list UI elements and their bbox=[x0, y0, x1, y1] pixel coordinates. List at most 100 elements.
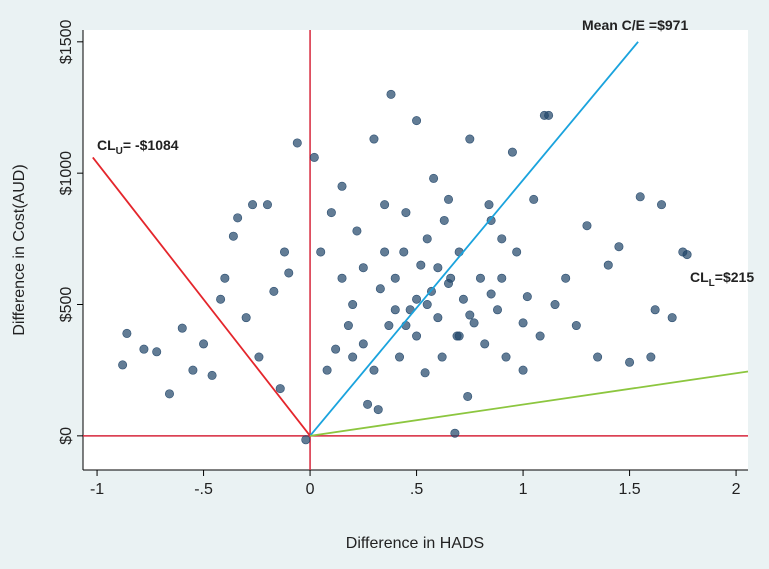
point bbox=[228, 231, 238, 241]
point bbox=[369, 134, 379, 144]
point bbox=[657, 200, 667, 210]
point bbox=[682, 250, 692, 260]
point bbox=[444, 278, 454, 288]
point bbox=[301, 435, 311, 445]
point bbox=[375, 284, 385, 294]
point bbox=[390, 273, 400, 283]
point bbox=[614, 242, 624, 252]
x-tick-label: .5 bbox=[410, 481, 423, 498]
point bbox=[220, 273, 230, 283]
point bbox=[331, 344, 341, 354]
point bbox=[593, 352, 603, 362]
point bbox=[469, 318, 479, 328]
point bbox=[571, 321, 581, 331]
point bbox=[207, 370, 217, 380]
annotation: CLU= -$1084 bbox=[97, 137, 179, 157]
point bbox=[412, 331, 422, 341]
point bbox=[512, 247, 522, 257]
threshold-line bbox=[309, 370, 749, 437]
point bbox=[233, 213, 243, 223]
point bbox=[437, 352, 447, 362]
point bbox=[248, 200, 258, 210]
point bbox=[465, 134, 475, 144]
point bbox=[343, 321, 353, 331]
point bbox=[280, 247, 290, 257]
point bbox=[561, 273, 571, 283]
point bbox=[118, 360, 128, 370]
point bbox=[493, 305, 503, 315]
x-axis-title: Difference in HADS bbox=[346, 535, 484, 552]
point bbox=[395, 352, 405, 362]
point bbox=[177, 323, 187, 333]
point bbox=[422, 300, 432, 310]
point bbox=[348, 300, 358, 310]
point bbox=[518, 365, 528, 375]
point bbox=[199, 339, 209, 349]
point bbox=[475, 273, 485, 283]
x-tick-label: 1.5 bbox=[618, 481, 640, 498]
point bbox=[454, 331, 464, 341]
point bbox=[501, 352, 511, 362]
point bbox=[507, 147, 517, 157]
point bbox=[322, 365, 332, 375]
point bbox=[337, 181, 347, 191]
point bbox=[603, 260, 613, 270]
point bbox=[380, 200, 390, 210]
annotation-rest: = -$1084 bbox=[123, 137, 179, 153]
point bbox=[544, 110, 554, 120]
point bbox=[486, 215, 496, 225]
point bbox=[550, 300, 560, 310]
point bbox=[439, 215, 449, 225]
x-tick-label: 2 bbox=[732, 481, 741, 498]
x-tick-label: 1 bbox=[519, 481, 528, 498]
point bbox=[433, 263, 443, 273]
point bbox=[292, 138, 302, 148]
y-axis-title: Difference in Cost(AUD) bbox=[11, 164, 28, 335]
annotation: Mean C/E =$971 bbox=[582, 17, 688, 33]
point bbox=[518, 318, 528, 328]
point bbox=[316, 247, 326, 257]
point bbox=[535, 331, 545, 341]
annotation-text: CL bbox=[690, 269, 709, 285]
point bbox=[275, 384, 285, 394]
point bbox=[444, 194, 454, 204]
point bbox=[122, 328, 132, 338]
point bbox=[412, 294, 422, 304]
point bbox=[241, 313, 251, 323]
point bbox=[646, 352, 656, 362]
point bbox=[358, 263, 368, 273]
x-tick-label: -1 bbox=[90, 481, 104, 498]
point bbox=[420, 368, 430, 378]
point bbox=[399, 247, 409, 257]
annotation-subscript: U bbox=[116, 146, 123, 157]
point bbox=[422, 234, 432, 244]
point bbox=[337, 273, 347, 283]
point bbox=[635, 192, 645, 202]
point bbox=[386, 89, 396, 99]
y-tick-label: $500 bbox=[58, 287, 75, 323]
point bbox=[650, 305, 660, 315]
point bbox=[401, 208, 411, 218]
x-tick-label: 0 bbox=[306, 481, 315, 498]
point bbox=[269, 286, 279, 296]
point bbox=[369, 365, 379, 375]
point bbox=[363, 399, 373, 409]
y-tick-label: $0 bbox=[58, 427, 75, 445]
point bbox=[358, 339, 368, 349]
point bbox=[458, 294, 468, 304]
point bbox=[497, 273, 507, 283]
annotation-text: CL bbox=[97, 137, 116, 153]
point bbox=[412, 116, 422, 126]
point bbox=[433, 313, 443, 323]
point bbox=[188, 365, 198, 375]
annotation: CLL=$215 bbox=[690, 269, 754, 289]
point bbox=[416, 260, 426, 270]
point bbox=[480, 339, 490, 349]
point bbox=[497, 234, 507, 244]
point bbox=[348, 352, 358, 362]
point bbox=[429, 173, 439, 183]
y-tick-label: $1500 bbox=[58, 19, 75, 64]
point bbox=[152, 347, 162, 357]
point bbox=[262, 200, 272, 210]
